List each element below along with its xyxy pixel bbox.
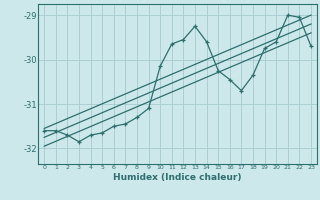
- X-axis label: Humidex (Indice chaleur): Humidex (Indice chaleur): [113, 173, 242, 182]
